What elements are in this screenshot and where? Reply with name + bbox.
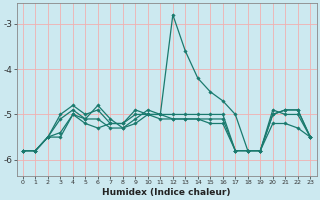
X-axis label: Humidex (Indice chaleur): Humidex (Indice chaleur) xyxy=(102,188,231,197)
